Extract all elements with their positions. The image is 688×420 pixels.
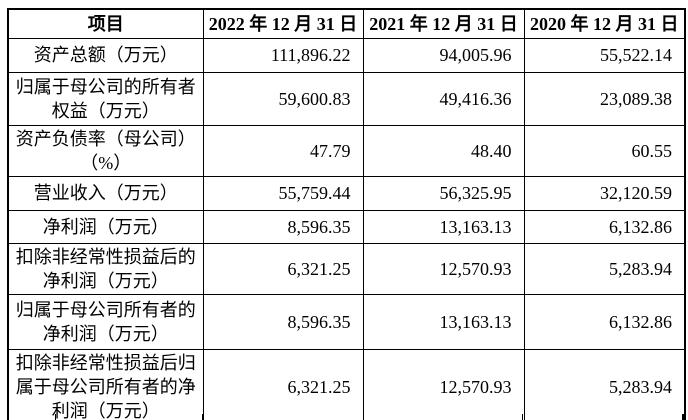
value-cell: 60.55 [523,124,686,177]
value-cell: 94,005.96 [362,37,525,73]
cutoff-row-divider [202,414,203,420]
table-row: 营业收入（万元） 55,759.44 56,325.95 32,120.59 [7,175,686,211]
value-cell: 49,416.36 [362,71,525,126]
item-label-cell: 扣除非经常性损益后的净利润（万元） [7,242,204,295]
item-label-cell: 资产负债率（母公司）（%） [7,124,204,177]
value-cell: 6,132.86 [523,209,686,244]
value-cell: 6,321.25 [202,242,364,295]
value-cell: 111,896.22 [202,37,364,73]
value-cell: 13,163.13 [362,209,525,244]
financial-summary-table: 项目 2022 年 12 月 31 日 2021 年 12 月 31 日 202… [7,8,686,420]
cutoff-row-divider [55,414,56,420]
value-cell: 59,600.83 [202,71,364,126]
value-cell: 13,163.13 [362,293,525,350]
value-cell: 12,570.93 [362,242,525,295]
header-cell-2021: 2021 年 12 月 31 日 [362,8,525,39]
table-row: 扣除非经常性损益后的净利润（万元） 6,321.25 12,570.93 5,2… [7,242,686,295]
table-row: 资产负债率（母公司）（%） 47.79 48.40 60.55 [7,124,686,177]
value-cell: 55,522.14 [523,37,686,73]
item-label-cell: 归属于母公司所有者的净利润（万元） [7,293,204,350]
table-row: 归属于母公司所有者的净利润（万元） 8,596.35 13,163.13 6,1… [7,293,686,350]
value-cell: 12,570.93 [362,348,525,420]
item-label-cell: 净利润（万元） [7,209,204,244]
item-label-cell: 资产总额（万元） [7,37,204,73]
value-cell: 55,759.44 [202,175,364,211]
value-cell: 47.79 [202,124,364,177]
table-header-row: 项目 2022 年 12 月 31 日 2021 年 12 月 31 日 202… [7,8,686,39]
header-cell-item: 项目 [7,8,204,39]
table-row: 归属于母公司的所有者权益（万元） 59,600.83 49,416.36 23,… [7,71,686,126]
value-cell: 5,283.94 [523,242,686,295]
value-cell: 6,132.86 [523,293,686,350]
item-label-cell: 营业收入（万元） [7,175,204,211]
value-cell: 56,325.95 [362,175,525,211]
header-cell-2020: 2020 年 12 月 31 日 [523,8,686,39]
value-cell: 48.40 [362,124,525,177]
item-label-cell: 归属于母公司的所有者权益（万元） [7,71,204,126]
value-cell: 8,596.35 [202,209,364,244]
cutoff-row-divider [522,414,523,420]
value-cell: 5,283.94 [523,348,686,420]
cutoff-row-border-left [7,414,9,420]
table-row: 资产总额（万元） 111,896.22 94,005.96 55,522.14 [7,37,686,73]
table-row: 扣除非经常性损益后归属于母公司所有者的净利润（万元） 6,321.25 12,5… [7,348,686,420]
item-label-cell: 扣除非经常性损益后归属于母公司所有者的净利润（万元） [7,348,204,420]
header-cell-2022: 2022 年 12 月 31 日 [202,8,364,39]
value-cell: 23,089.38 [523,71,686,126]
value-cell: 6,321.25 [202,348,364,420]
value-cell: 32,120.59 [523,175,686,211]
value-cell: 8,596.35 [202,293,364,350]
table-row: 净利润（万元） 8,596.35 13,163.13 6,132.86 [7,209,686,244]
cutoff-row-border-right [682,414,684,420]
